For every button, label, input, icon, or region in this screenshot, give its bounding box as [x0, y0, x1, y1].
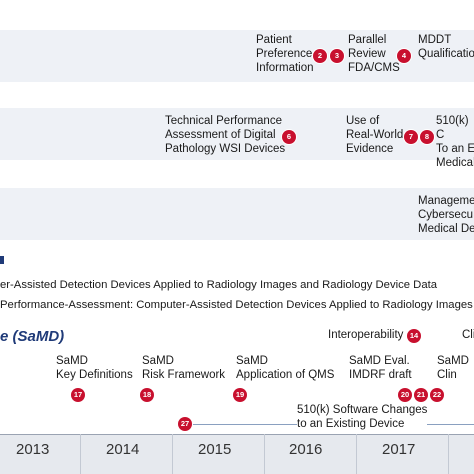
axis-tick: [80, 434, 81, 474]
badge-4: 4: [397, 49, 411, 63]
badge-6: 6: [282, 130, 296, 144]
digital-pathology-label: Technical Performance Assessment of Digi…: [165, 115, 286, 155]
badge-3: 3: [330, 49, 344, 63]
row-band-2: [0, 108, 474, 160]
badge-22: 22: [430, 388, 444, 402]
510k-change-label: 510(k) C To an E Medical: [436, 115, 474, 169]
badge-19: 19: [233, 388, 247, 402]
clinical-label-clipped: Cli: [462, 329, 474, 341]
real-world-evidence-label: Use of Real-World Evidence: [346, 115, 404, 155]
section-accent-bar: [0, 256, 4, 264]
row-band-3: [0, 188, 474, 240]
axis-tick: [356, 434, 357, 474]
badge-8: 8: [420, 130, 434, 144]
axis-tick: [264, 434, 265, 474]
year-label-2013: 2013: [16, 441, 50, 458]
timeline-axis-line: [0, 434, 474, 435]
year-label-2015: 2015: [198, 441, 232, 458]
badge-14: 14: [407, 329, 421, 343]
radiology-line-2: Performance-Assessment: Computer-Assiste…: [0, 299, 474, 311]
interoperability-label: Interoperability: [328, 329, 404, 341]
year-label-2016: 2016: [289, 441, 323, 458]
year-label-2017: 2017: [382, 441, 416, 458]
badge-2: 2: [313, 49, 327, 63]
samd-qms-label: SaMD Application of QMS: [236, 355, 335, 381]
radiology-line-1: er-Assisted Detection Devices Applied to…: [0, 279, 438, 291]
software-changes-label: 510(k) Software Changes to an Existing D…: [297, 403, 428, 431]
year-label-2014: 2014: [106, 441, 140, 458]
axis-tick: [172, 434, 173, 474]
badge-7: 7: [404, 130, 418, 144]
badge-27: 27: [178, 417, 192, 431]
samd-clinical-label: SaMD Clin: [437, 355, 469, 381]
cybersecurity-label: Manageme Cybersecu Medical De: [418, 195, 474, 235]
badge-20: 20: [398, 388, 412, 402]
samd-eval-label: SaMD Eval. IMDRF draft: [349, 355, 412, 381]
samd-key-definitions-label: SaMD Key Definitions: [56, 355, 133, 381]
badge-17: 17: [71, 388, 85, 402]
axis-tick: [448, 434, 449, 474]
samd-section-title: e (SaMD): [0, 328, 65, 345]
patient-preference-label: Patient Preference Information: [256, 34, 314, 74]
mddt-label: MDDT Qualification: [418, 34, 474, 60]
samd-risk-framework-label: SaMD Risk Framework: [142, 355, 226, 381]
row-band-1: [0, 30, 474, 82]
timeline-axis: [0, 434, 474, 474]
badge-21: 21: [414, 388, 428, 402]
badge-18: 18: [140, 388, 154, 402]
parallel-review-label: Parallel Review FDA/CMS: [348, 34, 400, 74]
